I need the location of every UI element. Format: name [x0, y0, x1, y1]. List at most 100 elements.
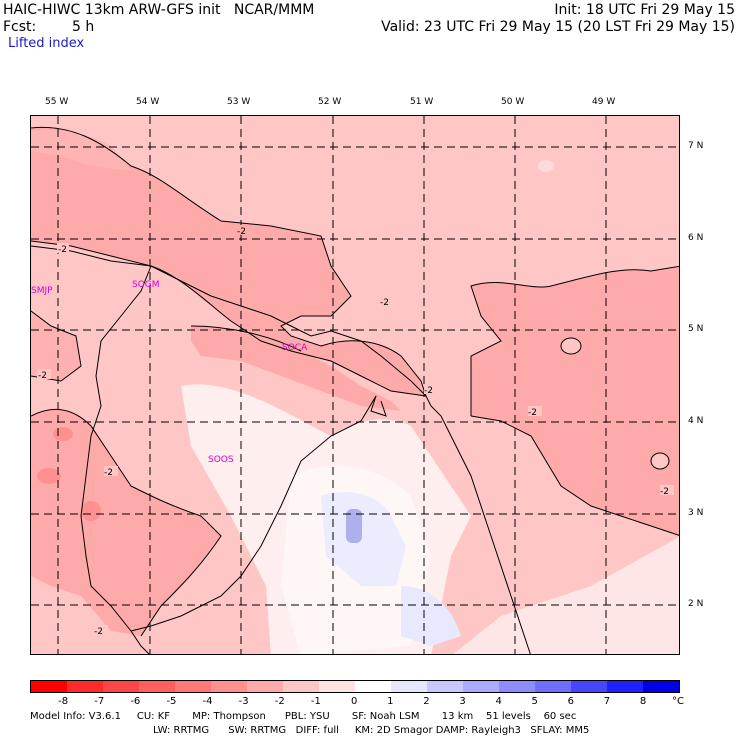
- lat-label: 3 N: [688, 508, 704, 518]
- lat-label: 2 N: [688, 599, 704, 609]
- colorbar-tick: -8: [58, 696, 69, 707]
- lon-label: 50 W: [501, 97, 525, 107]
- colorbar-tick: -3: [238, 696, 249, 707]
- lat-label: 6 N: [688, 233, 704, 243]
- model-title: HAIC-HIWC 13km ARW-GFS init NCAR/MMM: [3, 2, 315, 18]
- border-line: [370, 395, 387, 417]
- colorbar-tick: -7: [94, 696, 105, 707]
- field-zone-darkpink-nw: [31, 127, 426, 397]
- field-name: Lifted index: [8, 36, 85, 51]
- field-zone-blue: [321, 492, 406, 586]
- field-zone-darkpink-top: [31, 129, 131, 171]
- station-smjp: SMJP: [31, 286, 53, 296]
- init-time: Init: 18 UTC Fri 29 May 15: [554, 2, 735, 18]
- field-zone-darkpink-sw: [31, 409, 221, 636]
- field-blob: [53, 427, 73, 441]
- colorbar-swatch: [247, 681, 283, 692]
- colorbar-swatch: [31, 681, 67, 692]
- colorbar-tick: -2: [274, 696, 285, 707]
- lon-label: 55 W: [45, 97, 69, 107]
- station-soos: SOOS: [208, 455, 234, 465]
- lat-label: 5 N: [688, 324, 704, 334]
- lat-label: 4 N: [688, 416, 704, 426]
- border-line: [80, 265, 152, 654]
- lon-label: 51 W: [410, 97, 434, 107]
- colorbar-swatch: [571, 681, 607, 692]
- contour-line: [31, 126, 427, 397]
- colorbar-swatch: [535, 681, 571, 692]
- colorbar-tick: 1: [387, 696, 394, 707]
- colorbar-swatch: [139, 681, 175, 692]
- contour-lines: [31, 126, 679, 637]
- grid-lines: [31, 116, 679, 654]
- field-blob: [81, 501, 101, 521]
- colorbar-swatch: [607, 681, 643, 692]
- contour-line: [470, 265, 679, 416]
- contour-line: [470, 415, 679, 536]
- field-zone-darkpink-west: [31, 311, 81, 381]
- colorbar-tick: -1: [310, 696, 321, 707]
- colorbar-tick: -4: [202, 696, 213, 707]
- lon-label: 53 W: [227, 97, 251, 107]
- colorbar-swatch: [283, 681, 319, 692]
- border-line: [130, 395, 377, 632]
- colorbar-tick: -6: [130, 696, 141, 707]
- colorbar-tick: 7: [603, 696, 611, 707]
- colorbar-unit: °C: [672, 696, 684, 707]
- contour-ring: [650, 452, 670, 470]
- contour-label: -2: [58, 245, 67, 255]
- contour-label: -2: [528, 408, 537, 418]
- contour-label: -2: [424, 386, 433, 396]
- colorbar-tick: 6: [567, 696, 575, 707]
- colorbar-swatch: [643, 681, 679, 692]
- field-blob: [561, 338, 581, 354]
- colorbar: [30, 680, 680, 693]
- colorbar-tick: 3: [459, 696, 466, 707]
- lon-label: 54 W: [136, 97, 160, 107]
- colorbar-tick: 4: [495, 696, 502, 707]
- station-sogm: SOGM: [132, 280, 160, 290]
- colorbar-tick: 8: [639, 696, 647, 707]
- coastlines: [31, 245, 531, 654]
- colorbar-swatch: [499, 681, 535, 692]
- contour-ring: [560, 337, 582, 355]
- contour-label: -2: [38, 371, 47, 381]
- coastline-north: [31, 245, 531, 654]
- map-panel: -2 -2 -2 -2 -2 -2 -2 -2 -2 SMJP SOGM SOC…: [30, 115, 680, 655]
- colorbar-tick: 0: [351, 696, 358, 707]
- colorbar-tick: 2: [423, 696, 430, 707]
- lat-label: 7 N: [688, 141, 704, 151]
- colorbar-swatch: [67, 681, 103, 692]
- contour-label: -2: [660, 487, 669, 497]
- field-blob: [651, 453, 669, 469]
- colorbar-swatch: [175, 681, 211, 692]
- contour-label: -2: [94, 627, 103, 637]
- contour-label: -2: [380, 298, 389, 308]
- lon-label: 52 W: [318, 97, 342, 107]
- contour-label: -2: [237, 227, 246, 237]
- lon-label: 49 W: [592, 97, 616, 107]
- colorbar-swatch: [211, 681, 247, 692]
- field-blob: [538, 160, 554, 172]
- field-zone-blue-core: [346, 509, 362, 543]
- contour-line: [31, 408, 222, 637]
- contour-line: [31, 310, 82, 382]
- colorbar-tick: -5: [166, 696, 177, 707]
- forecast-value: 5 h: [72, 19, 95, 35]
- model-info-line2: LW: RRTMG SW: RRTMG DIFF: full KM: 2D Sm…: [153, 725, 590, 736]
- model-info-line1: Model Info: V3.6.1 CU: KF MP: Thompson P…: [30, 711, 577, 722]
- field-zone-blue2: [401, 586, 461, 646]
- field-zone-darkpink-mid: [191, 326, 401, 411]
- colorbar-swatch: [355, 681, 391, 692]
- colorbar-swatch: [427, 681, 463, 692]
- contour-labels: -2 -2 -2 -2 -2 -2 -2 -2 -2: [37, 225, 674, 637]
- colorbar-tick: 5: [531, 696, 538, 707]
- station-soca: SOCA: [282, 343, 308, 353]
- contour-line: [190, 325, 302, 352]
- field-blob: [37, 468, 61, 484]
- forecast-label: Fcst:: [3, 19, 37, 35]
- contour-label: -2: [104, 468, 113, 478]
- valid-time: Valid: 23 UTC Fri 29 May 15 (20 LST Fri …: [381, 19, 735, 35]
- colorbar-swatch: [463, 681, 499, 692]
- colorbar-swatch: [391, 681, 427, 692]
